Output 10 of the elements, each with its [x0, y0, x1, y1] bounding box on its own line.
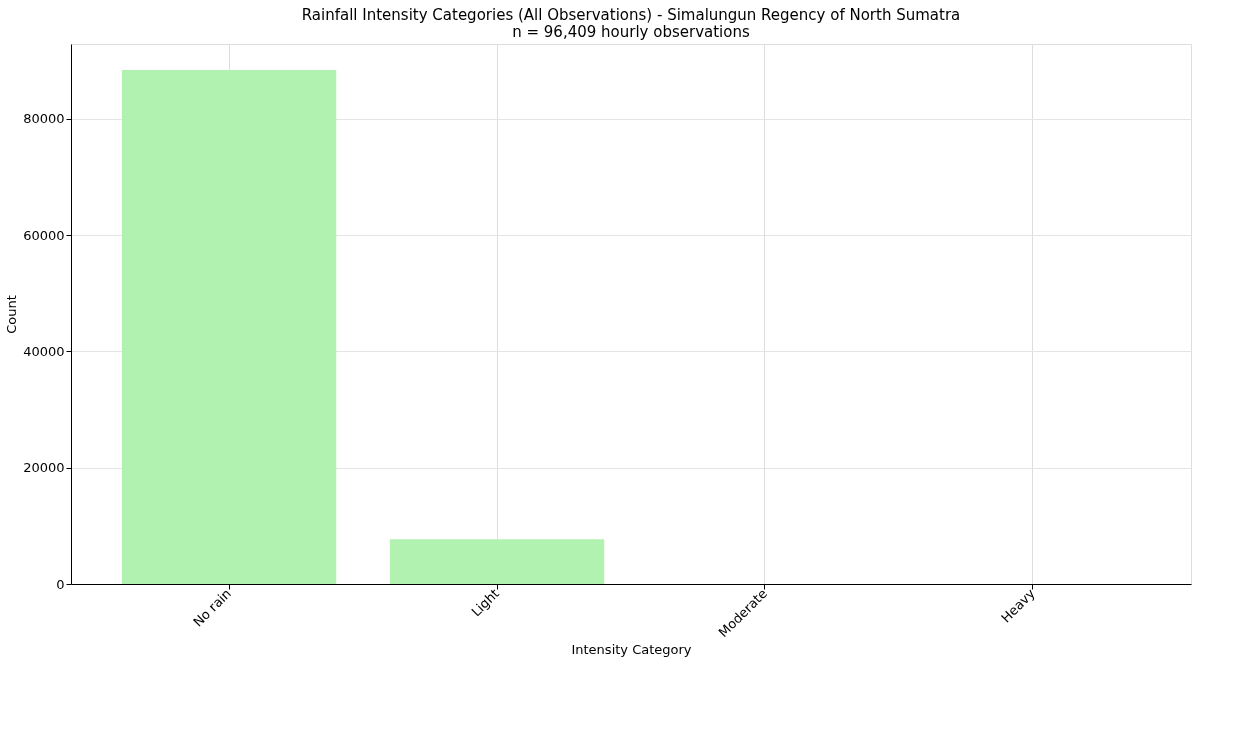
- y-tick-label: 0: [56, 576, 65, 592]
- x-axis-title: Intensity Category: [571, 642, 692, 658]
- y-axis-title: Count: [4, 295, 20, 334]
- y-tick-label: 80000: [23, 111, 65, 127]
- chart-title: Rainfall Intensity Categories (All Observations) - Simalungun Regency of North Sumatra: [301, 6, 961, 24]
- chart-subtitle: n = 96,409 hourly observations: [512, 23, 750, 41]
- y-tick-label: 60000: [23, 227, 65, 243]
- y-tick-label: 20000: [23, 460, 65, 476]
- x-tick-label: No rain: [190, 585, 235, 630]
- y-tick-label: 40000: [23, 343, 65, 359]
